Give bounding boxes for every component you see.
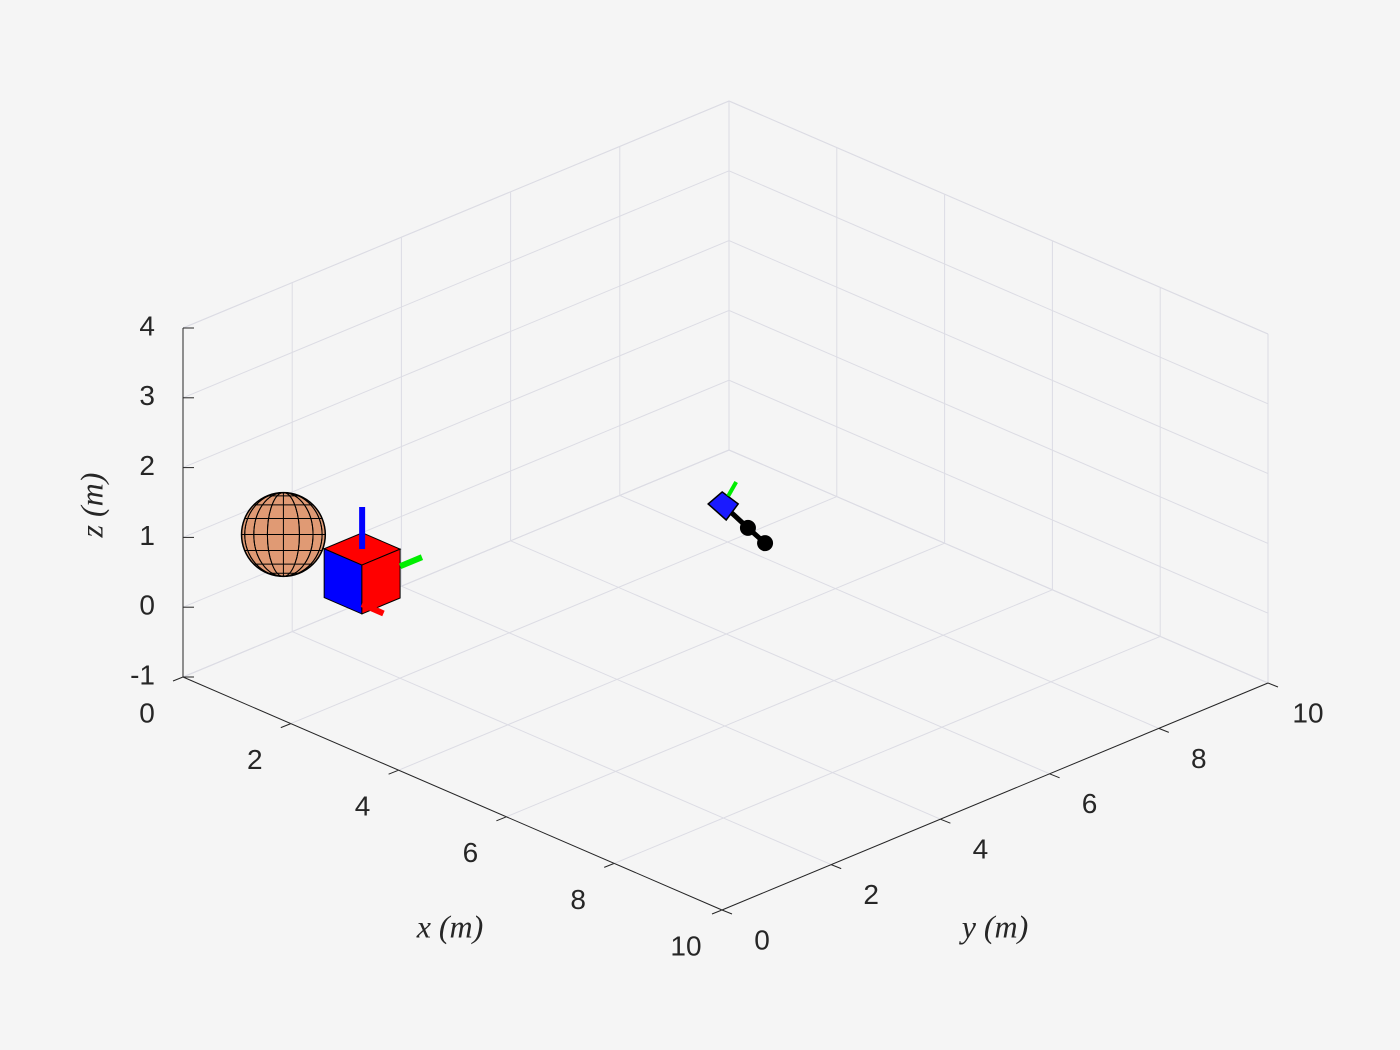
frame-axis-x bbox=[360, 601, 385, 617]
grid-line bbox=[182, 449, 730, 678]
robot-gripper bbox=[707, 491, 740, 522]
x-tick-label: 10 bbox=[670, 930, 701, 961]
x-axis-line bbox=[182, 676, 723, 911]
x-tick bbox=[280, 723, 291, 729]
frame-axis-y bbox=[398, 554, 424, 570]
y-tick-label: 2 bbox=[863, 879, 879, 910]
grid-line bbox=[401, 585, 941, 820]
y-tick-label: 8 bbox=[1191, 743, 1207, 774]
robot-joint bbox=[757, 535, 774, 552]
x-tick bbox=[496, 816, 507, 822]
grid-line bbox=[510, 540, 1050, 775]
grid-line bbox=[506, 589, 1053, 818]
x-axis-label: x (m) bbox=[416, 908, 484, 944]
z-tick-label: 0 bbox=[139, 590, 155, 621]
z-tick-label: -1 bbox=[130, 659, 155, 690]
x-tick-label: 8 bbox=[570, 884, 586, 915]
grid-line bbox=[728, 309, 1269, 544]
z-tick-label: 3 bbox=[139, 380, 155, 411]
x-tick bbox=[604, 862, 615, 868]
z-tick-label: 2 bbox=[139, 450, 155, 481]
y-tick bbox=[1049, 773, 1060, 779]
z-tick-label: 4 bbox=[139, 310, 155, 341]
grid-line bbox=[619, 494, 1159, 729]
y-tick-label: 6 bbox=[1082, 788, 1098, 819]
y-tick bbox=[1158, 727, 1169, 733]
y-tick bbox=[831, 864, 842, 870]
grid-line bbox=[728, 100, 1269, 335]
x-tick-label: 2 bbox=[247, 744, 263, 775]
grid-line bbox=[182, 170, 730, 399]
cube-face bbox=[361, 548, 401, 615]
grid-line bbox=[292, 631, 832, 866]
x-tick bbox=[388, 769, 399, 775]
y-tick-label: 10 bbox=[1292, 697, 1323, 728]
x-tick bbox=[711, 909, 723, 915]
x-tick-label: 6 bbox=[463, 837, 479, 868]
y-tick bbox=[721, 909, 733, 915]
z-tick-label: 1 bbox=[139, 520, 155, 551]
grid-line bbox=[614, 635, 1161, 864]
grid-line bbox=[182, 100, 730, 329]
robot-joint bbox=[739, 519, 756, 536]
x-tick-label: 4 bbox=[355, 791, 371, 822]
z-axis-label: z (m) bbox=[73, 473, 109, 539]
grid-line bbox=[728, 449, 1269, 684]
grid-line bbox=[728, 240, 1269, 475]
grid-line bbox=[182, 240, 730, 469]
grid-line bbox=[728, 379, 1269, 614]
y-axis-line bbox=[721, 682, 1269, 911]
y-tick bbox=[1267, 682, 1279, 688]
grid-line bbox=[398, 542, 945, 771]
grid-line bbox=[728, 170, 1269, 405]
y-axis-label: y (m) bbox=[959, 908, 1029, 944]
y-tick bbox=[940, 818, 951, 824]
y-tick-label: 4 bbox=[973, 834, 989, 865]
y-tick-label: 0 bbox=[754, 924, 770, 955]
gripper-axis bbox=[726, 480, 738, 497]
x-tick-label: 0 bbox=[139, 697, 155, 728]
x-tick bbox=[172, 676, 184, 682]
